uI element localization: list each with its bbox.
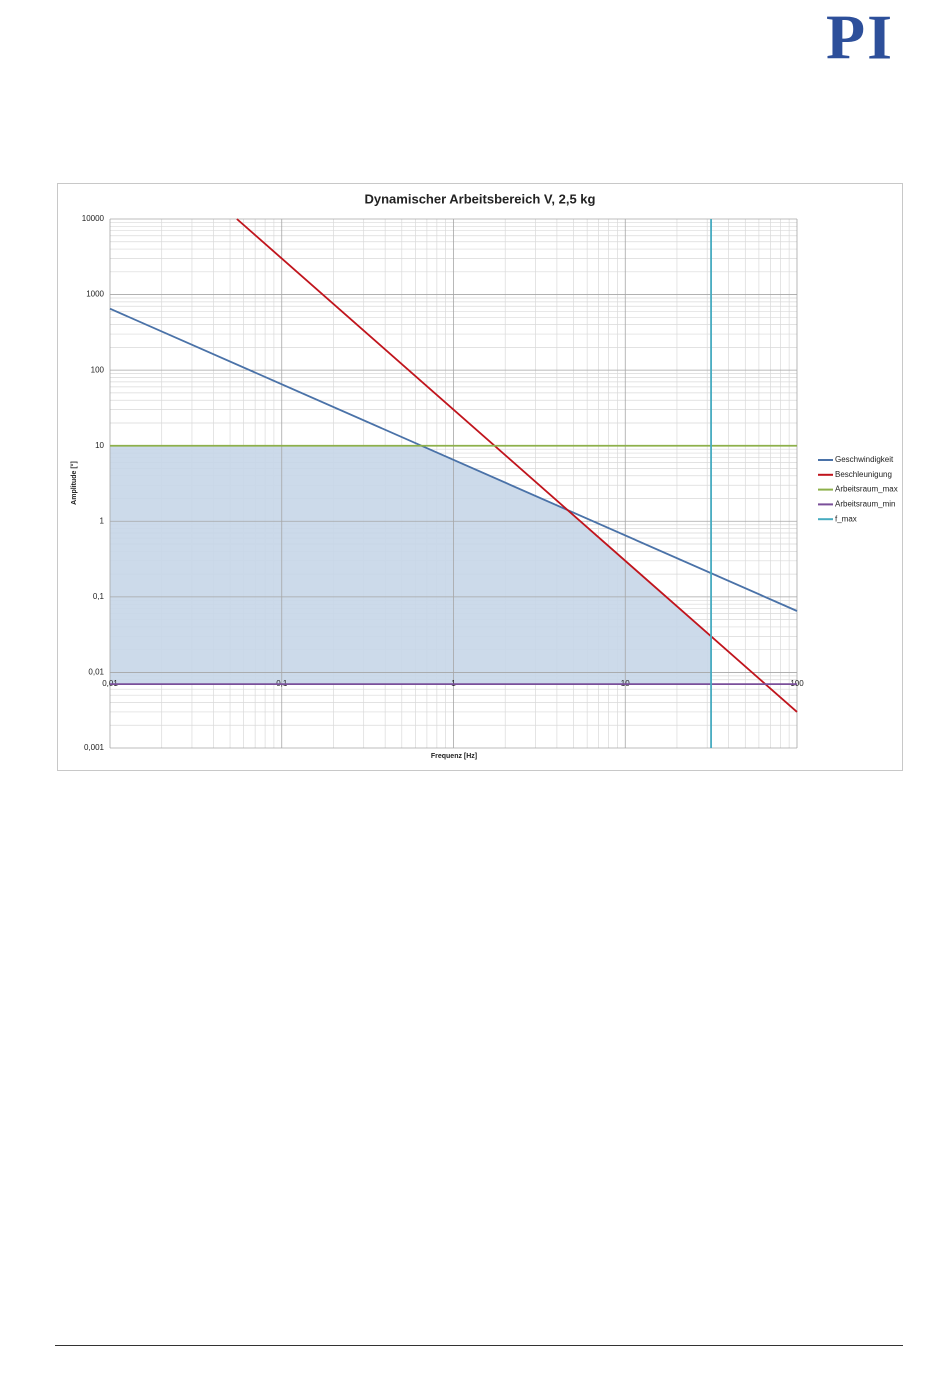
working-range-area bbox=[110, 445, 712, 685]
y-tick-label: 0,001 bbox=[84, 743, 105, 752]
chart-title: Dynamischer Arbeitsbereich V, 2,5 kg bbox=[365, 191, 596, 206]
y-axis-label: Amplitude [°] bbox=[70, 461, 78, 505]
y-tick-label: 0,1 bbox=[93, 592, 105, 601]
y-tick-label: 10 bbox=[95, 441, 104, 450]
y-tick-label: 100 bbox=[91, 365, 105, 374]
y-tick-label: 10000 bbox=[82, 214, 105, 223]
x-tick-label: 100 bbox=[790, 679, 804, 688]
legend-label: Geschwindigkeit bbox=[835, 455, 894, 464]
series-line bbox=[109, 307, 798, 612]
y-tick-label: 1000 bbox=[86, 290, 104, 299]
y-tick-label: 1 bbox=[100, 516, 105, 525]
legend-label: Arbeitsraum_max bbox=[835, 485, 898, 494]
legend-label: Beschleunigung bbox=[835, 470, 892, 479]
x-axis-label: Frequenz [Hz] bbox=[431, 753, 477, 760]
logo: PI bbox=[826, 2, 894, 73]
legend-label: Arbeitsraum_min bbox=[835, 500, 895, 509]
legend-label: f_max bbox=[835, 514, 857, 523]
y-tick-label: 0,01 bbox=[88, 668, 104, 677]
series-line bbox=[236, 218, 798, 713]
